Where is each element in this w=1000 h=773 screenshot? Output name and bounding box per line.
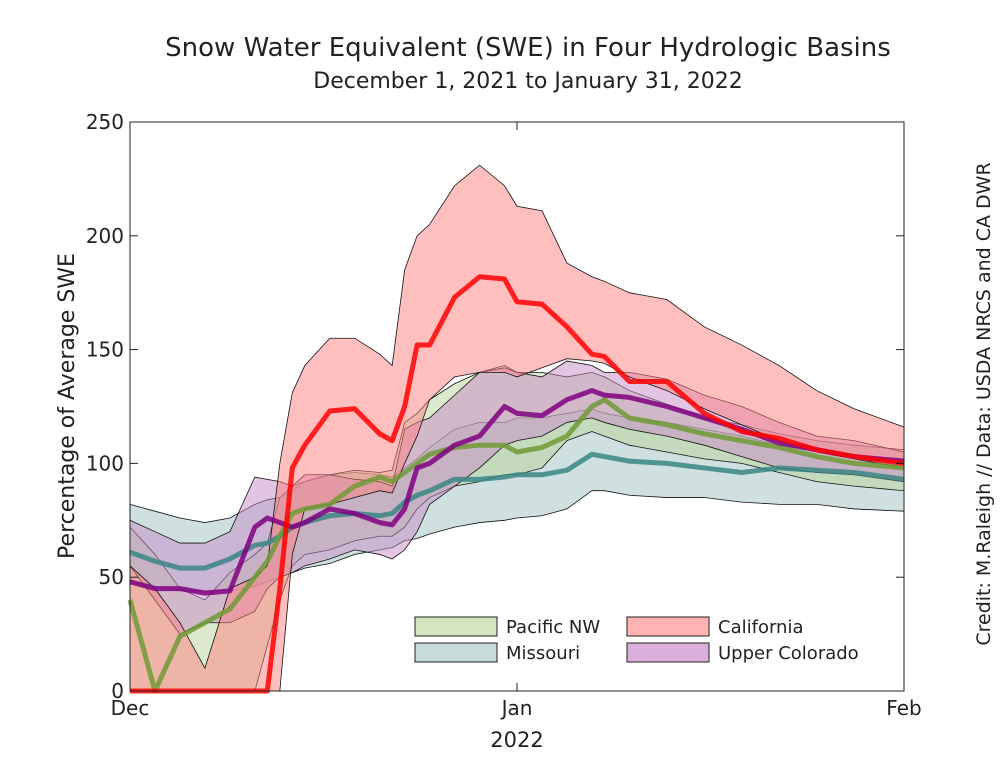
legend-swatch: [626, 616, 710, 637]
mean-line-upper-colorado: [129, 388, 905, 596]
credit-text: Credit: M.Raleigh // Data: USDA NRCS and…: [973, 162, 995, 645]
legend-swatch: [414, 616, 498, 637]
band-layer: [129, 164, 905, 692]
y-tick-label: 250: [86, 110, 124, 134]
y-tick-label: 0: [111, 679, 124, 703]
y-axis-label: Percentage of Average SWE: [55, 253, 80, 559]
legend-swatch: [414, 642, 498, 663]
legend-swatch: [626, 642, 710, 663]
y-tick-label: 50: [99, 565, 124, 589]
mean-line-missouri: [129, 451, 905, 571]
legend-label: Upper Colorado: [718, 643, 859, 664]
x-tick-label: Dec: [111, 696, 150, 720]
axis-ticks: 0 50 100 150 200 250 Dec Jan Feb: [86, 110, 922, 720]
x-tick-label: Feb: [886, 696, 921, 720]
legend-label: Pacific NW: [506, 617, 600, 638]
x-tick-label: Jan: [500, 696, 533, 720]
y-tick-label: 150: [86, 338, 124, 362]
chart-subtitle: December 1, 2021 to January 31, 2022: [313, 69, 742, 94]
x-axis-label: 2022: [490, 728, 543, 752]
chart-title: Snow Water Equivalent (SWE) in Four Hydr…: [165, 33, 891, 63]
legend-label: California: [718, 617, 803, 638]
mean-line-pacific-nw: [127, 397, 905, 694]
y-tick-label: 200: [86, 224, 124, 248]
legend: Pacific NW California Missouri Upper Colora…: [414, 616, 859, 664]
y-tick-label: 100: [86, 451, 124, 475]
legend-label: Missouri: [506, 643, 580, 664]
